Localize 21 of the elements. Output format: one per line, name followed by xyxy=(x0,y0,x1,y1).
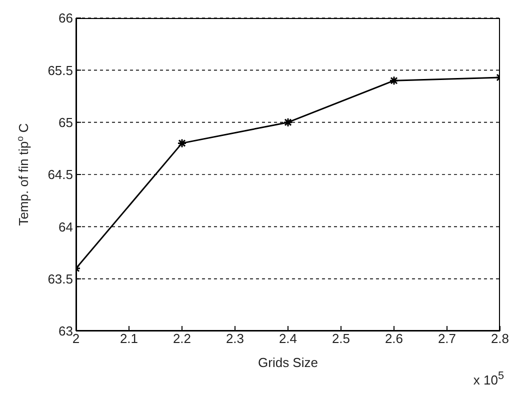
x-tick-label: 2.6 xyxy=(384,331,404,346)
y-tick-label: 65 xyxy=(58,114,73,130)
y-tick-label: 63.5 xyxy=(48,271,73,286)
x-tick-label: 2.5 xyxy=(332,331,350,346)
x-axis-title: Grids Size xyxy=(258,355,318,370)
x-tick-label: 2.1 xyxy=(120,331,138,346)
text: x 10$^{5}$ xyxy=(473,370,504,388)
x-tick-label: 2.4 xyxy=(278,331,298,346)
point xyxy=(177,138,187,148)
x-tick-label: 2.3 xyxy=(226,331,244,346)
x-tick-label: 2.2 xyxy=(172,331,192,346)
x-tick-label: 2 xyxy=(72,331,80,346)
point xyxy=(283,118,293,128)
x-tick-label: 2.7 xyxy=(438,331,456,346)
y-tick-label: 64.5 xyxy=(48,167,73,182)
point xyxy=(389,76,399,86)
y-tick-label: 65.5 xyxy=(48,62,73,78)
y-tick-label: 63 xyxy=(58,324,73,339)
y-tick-label: 64 xyxy=(58,219,73,234)
x-tick-label: 2.8 xyxy=(490,331,510,346)
y-tick-label: 66 xyxy=(58,10,73,26)
